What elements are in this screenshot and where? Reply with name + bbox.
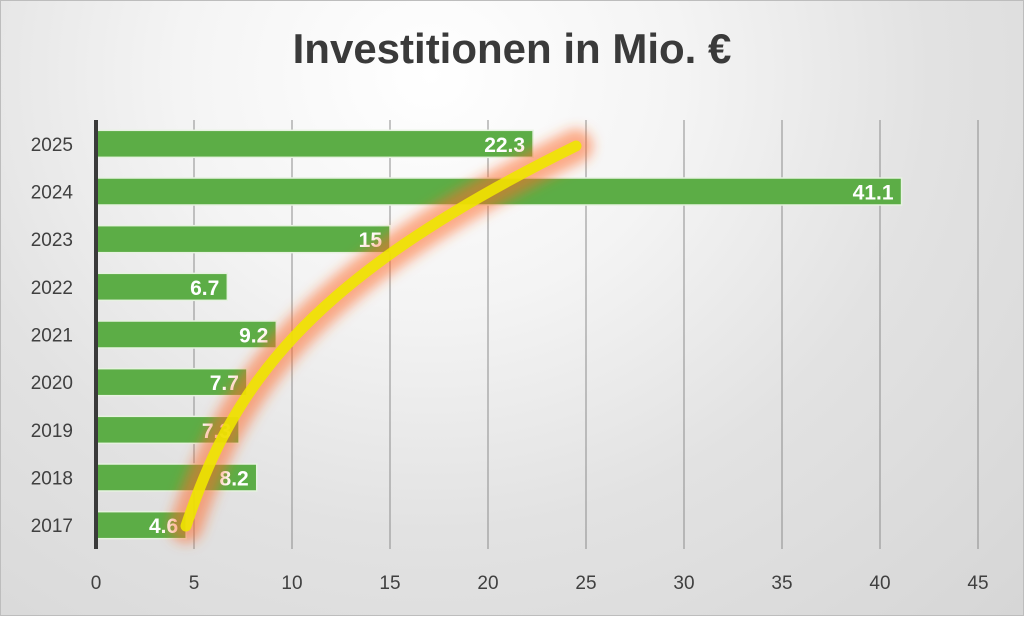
y-tick-label: 2024 (31, 183, 74, 204)
data-label: 6.7 (190, 277, 219, 300)
x-tick-label: 35 (771, 573, 792, 594)
x-tick-label: 25 (575, 573, 596, 594)
data-label: 41.1 (853, 182, 894, 205)
data-label: 9.2 (239, 325, 268, 348)
chart-title: Investitionen in Mio. € (292, 25, 732, 72)
y-tick-label: 2018 (31, 469, 73, 490)
y-tick-label: 2021 (31, 326, 73, 347)
x-tick-label: 20 (477, 573, 498, 594)
x-tick-label: 0 (91, 573, 102, 594)
data-label: 22.3 (484, 134, 525, 157)
x-tick-label: 30 (673, 573, 694, 594)
x-tick-label: 10 (281, 573, 302, 594)
y-tick-label: 2020 (31, 373, 73, 394)
y-tick-label: 2022 (31, 278, 73, 299)
x-tick-label: 45 (967, 573, 988, 594)
bar-2018 (95, 463, 258, 492)
y-tick-label: 2019 (31, 421, 73, 442)
bar-2023 (95, 224, 391, 254)
x-tick-label: 5 (189, 573, 200, 594)
data-label: 8.2 (220, 468, 249, 491)
bar-2021 (95, 320, 278, 349)
curve-line (180, 140, 582, 532)
highlight-curve (169, 129, 593, 543)
y-tick-label: 2025 (31, 135, 73, 156)
y-tick-label: 2017 (31, 516, 73, 537)
bar-2022 (95, 272, 229, 302)
x-tick-label: 40 (869, 573, 890, 594)
y-tick-label: 2023 (31, 230, 73, 251)
x-tick-label: 15 (379, 573, 400, 594)
bar-2025 (95, 129, 534, 159)
